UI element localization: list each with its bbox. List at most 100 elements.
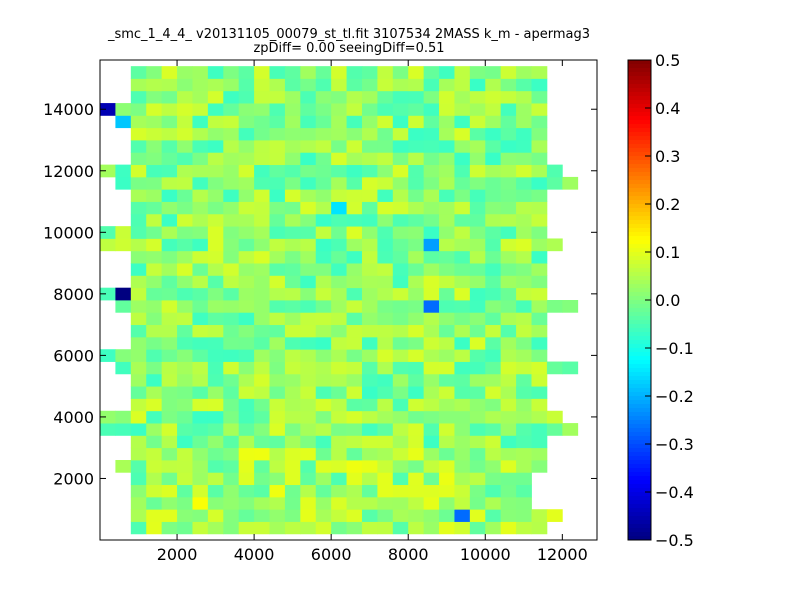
heatmap-cell bbox=[300, 509, 317, 522]
heatmap-cell bbox=[146, 472, 163, 486]
heatmap-cell bbox=[423, 509, 440, 522]
heatmap-cell bbox=[469, 90, 486, 104]
heatmap-cell bbox=[408, 300, 425, 313]
heatmap-cell bbox=[346, 238, 363, 252]
heatmap-cell bbox=[146, 238, 163, 252]
heatmap-cell bbox=[331, 460, 347, 473]
heatmap-cell bbox=[377, 410, 394, 424]
heatmap-cell bbox=[485, 287, 502, 301]
heatmap-cell bbox=[346, 275, 363, 289]
heatmap-cell bbox=[377, 164, 394, 178]
chart-subtitle: zpDiff= 0.00 seeingDiff=0.51 bbox=[253, 41, 444, 56]
heatmap-cell bbox=[284, 250, 301, 264]
heatmap-cell bbox=[516, 496, 532, 510]
heatmap-cell bbox=[423, 201, 440, 215]
heatmap-cell bbox=[223, 287, 240, 301]
heatmap-cell bbox=[161, 226, 178, 239]
heatmap-cell bbox=[238, 460, 255, 473]
heatmap-cell bbox=[331, 140, 347, 153]
heatmap-cell bbox=[392, 312, 409, 326]
heatmap-cell bbox=[254, 213, 270, 227]
heatmap-cell bbox=[562, 176, 579, 190]
heatmap-cell bbox=[177, 213, 193, 227]
heatmap-cell bbox=[469, 176, 486, 190]
heatmap-cell bbox=[516, 164, 532, 178]
heatmap-cell bbox=[423, 300, 440, 313]
heatmap-cell bbox=[146, 66, 163, 79]
heatmap-cell bbox=[254, 127, 270, 141]
colorbar-segment bbox=[628, 160, 651, 165]
heatmap-cell bbox=[161, 287, 178, 301]
heatmap-cell bbox=[254, 90, 270, 104]
heatmap-cell bbox=[254, 447, 270, 461]
heatmap-cell bbox=[469, 226, 486, 239]
colorbar-segment bbox=[628, 300, 651, 305]
heatmap-cell bbox=[284, 275, 301, 289]
heatmap-cell bbox=[192, 176, 209, 190]
heatmap-cell bbox=[454, 484, 471, 498]
heatmap-cell bbox=[100, 164, 116, 178]
heatmap-cell bbox=[439, 312, 455, 326]
heatmap-cell bbox=[485, 140, 502, 153]
heatmap-cell bbox=[469, 300, 486, 313]
heatmap-cell bbox=[531, 189, 548, 202]
heatmap-cell bbox=[346, 349, 363, 362]
heatmap-cell bbox=[516, 336, 532, 350]
heatmap-cell bbox=[408, 484, 425, 498]
colorbar-segment bbox=[628, 208, 651, 213]
heatmap-cell bbox=[392, 496, 409, 510]
heatmap-cell bbox=[454, 435, 471, 449]
heatmap-cell bbox=[392, 90, 409, 104]
heatmap-cell bbox=[300, 263, 317, 276]
heatmap-cell bbox=[469, 349, 486, 362]
heatmap-cell bbox=[439, 226, 455, 239]
heatmap-cell bbox=[531, 250, 548, 264]
heatmap-cell bbox=[146, 250, 163, 264]
heatmap-cell bbox=[408, 189, 425, 202]
heatmap-cell bbox=[361, 263, 378, 276]
heatmap-cell bbox=[516, 521, 532, 535]
heatmap-cell bbox=[177, 275, 193, 289]
colorbar-segment bbox=[628, 504, 651, 509]
heatmap-cell bbox=[300, 238, 317, 252]
heatmap-cell bbox=[177, 103, 193, 116]
heatmap-cell bbox=[254, 103, 270, 116]
heatmap-cell bbox=[439, 496, 455, 510]
heatmap-cell bbox=[130, 472, 147, 486]
heatmap-cell bbox=[454, 324, 471, 338]
heatmap-cell bbox=[469, 386, 486, 399]
heatmap-cell bbox=[300, 373, 317, 387]
heatmap-cell bbox=[315, 300, 332, 313]
colorbar-segment bbox=[628, 480, 651, 485]
heatmap-cell bbox=[300, 127, 317, 141]
heatmap-cell bbox=[284, 66, 301, 79]
heatmap-cell bbox=[207, 115, 224, 129]
heatmap-cell bbox=[423, 238, 440, 252]
heatmap-cell bbox=[146, 324, 163, 338]
heatmap-cell bbox=[331, 201, 347, 215]
heatmap-cell bbox=[284, 103, 301, 116]
colorbar-segment bbox=[628, 256, 651, 261]
heatmap-cell bbox=[500, 460, 517, 473]
heatmap-cell bbox=[516, 398, 532, 412]
heatmap-cell bbox=[454, 447, 471, 461]
heatmap-cell bbox=[331, 398, 347, 412]
heatmap-cell bbox=[315, 398, 332, 412]
heatmap-cell bbox=[500, 213, 517, 227]
heatmap-cell bbox=[392, 263, 409, 276]
colorbar-segment bbox=[628, 344, 651, 349]
heatmap-cell bbox=[485, 472, 502, 486]
heatmap-cell bbox=[516, 226, 532, 239]
heatmap-cell bbox=[300, 336, 317, 350]
heatmap-cell bbox=[284, 312, 301, 326]
heatmap-cell bbox=[485, 484, 502, 498]
heatmap-cell bbox=[100, 423, 116, 436]
heatmap-cell bbox=[284, 78, 301, 92]
heatmap-cell bbox=[516, 152, 532, 166]
heatmap-cell bbox=[423, 484, 440, 498]
heatmap-cell bbox=[500, 103, 517, 116]
colorbar-segment bbox=[628, 392, 651, 397]
heatmap-cell bbox=[223, 115, 240, 129]
heatmap-cell bbox=[469, 423, 486, 436]
heatmap-cell bbox=[146, 127, 163, 141]
